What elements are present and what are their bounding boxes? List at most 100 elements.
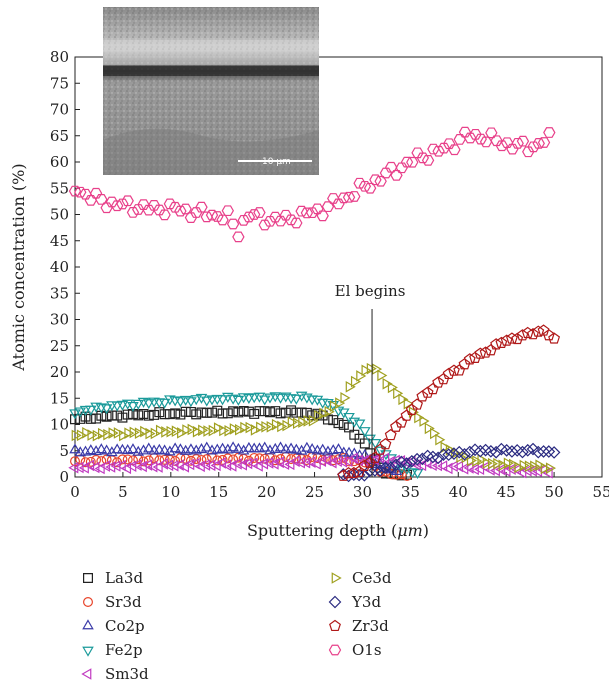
data-point <box>84 194 98 206</box>
data-point <box>548 332 561 344</box>
data-point <box>333 418 344 429</box>
data-point <box>503 457 514 470</box>
data-point <box>99 460 110 472</box>
data-point <box>147 200 161 211</box>
data-point <box>511 332 524 345</box>
data-point <box>353 465 366 477</box>
data-point <box>185 443 197 454</box>
data-point <box>258 441 271 452</box>
data-point <box>103 428 114 441</box>
data-point <box>511 137 524 149</box>
data-point <box>87 429 98 441</box>
data-point <box>363 464 376 478</box>
data-point <box>421 155 435 166</box>
y-tick-label: 20 <box>50 363 69 381</box>
data-point <box>264 393 276 404</box>
data-point <box>198 424 209 437</box>
x-tick-label: 35 <box>401 483 420 501</box>
data-point <box>485 127 498 139</box>
data-point <box>217 408 228 419</box>
data-point <box>247 457 258 470</box>
x-tick-labels: 0 5 10 15 20 25 30 35 40 45 50 55 <box>70 483 609 501</box>
data-point <box>327 193 340 204</box>
data-point <box>315 455 327 467</box>
data-point <box>379 461 392 475</box>
data-point <box>174 205 187 217</box>
y-tick-label: 10 <box>50 416 69 434</box>
data-point <box>328 415 339 426</box>
legend-marker <box>82 646 94 657</box>
data-point <box>358 180 372 192</box>
data-point <box>342 455 353 468</box>
data-point <box>69 456 80 467</box>
data-point <box>174 397 187 408</box>
data-point <box>405 403 418 415</box>
legend-marker <box>329 619 341 632</box>
y-tick-labels: 0 5 10 15 20 25 30 35 40 45 50 55 60 65 70 75 80 <box>50 48 69 486</box>
data-point <box>168 459 179 472</box>
data-point <box>258 395 271 406</box>
data-point <box>498 459 509 472</box>
data-point <box>437 460 448 472</box>
data-point <box>500 443 514 457</box>
data-point <box>495 336 508 348</box>
data-point <box>453 364 466 376</box>
data-point <box>287 416 298 429</box>
data-point <box>489 445 503 459</box>
data-point <box>363 456 376 468</box>
series-layer <box>68 126 561 483</box>
data-point <box>447 460 458 473</box>
data-point <box>96 410 107 421</box>
legend-item-Ce3d: Ce3d <box>331 569 392 587</box>
data-point <box>91 413 102 424</box>
data-point <box>359 438 370 449</box>
data-point <box>292 417 304 430</box>
data-point <box>363 452 374 465</box>
data-point <box>524 460 535 473</box>
data-point <box>308 414 319 427</box>
data-point <box>437 373 450 385</box>
data-point <box>442 448 456 462</box>
data-point <box>124 427 135 439</box>
data-point <box>348 191 361 202</box>
data-point <box>111 401 123 412</box>
y-tick-label: 25 <box>50 337 69 355</box>
data-point <box>253 392 266 403</box>
legend-label: Zr3d <box>352 617 389 635</box>
data-point <box>68 461 79 474</box>
data-point <box>206 395 218 406</box>
data-point <box>332 443 345 454</box>
data-point <box>111 443 123 454</box>
data-point <box>442 138 456 150</box>
x-tick-label: 40 <box>449 483 468 501</box>
data-point <box>290 443 303 454</box>
data-point <box>479 443 492 457</box>
data-point <box>521 443 535 457</box>
data-point <box>479 346 492 358</box>
legend-marker <box>331 572 342 584</box>
data-point <box>324 405 335 418</box>
data-point <box>271 418 282 431</box>
y-tick-label: 55 <box>50 179 69 197</box>
data-point <box>464 132 477 144</box>
data-point <box>458 447 471 461</box>
y-tick-label: 35 <box>50 284 69 302</box>
y-tick-label: 30 <box>50 311 69 329</box>
data-point <box>279 209 292 221</box>
data-point <box>166 425 177 438</box>
data-point <box>340 392 351 404</box>
data-point <box>380 461 392 472</box>
data-point <box>342 469 355 483</box>
data-point <box>142 204 155 216</box>
data-point <box>74 186 87 198</box>
data-point <box>295 205 308 217</box>
data-point <box>92 429 103 442</box>
data-point <box>474 347 487 359</box>
data-point <box>282 419 293 432</box>
data-point <box>547 446 561 459</box>
data-point <box>158 398 171 409</box>
y-tick-label: 40 <box>50 258 69 276</box>
data-point <box>363 182 377 194</box>
data-point <box>116 400 129 411</box>
